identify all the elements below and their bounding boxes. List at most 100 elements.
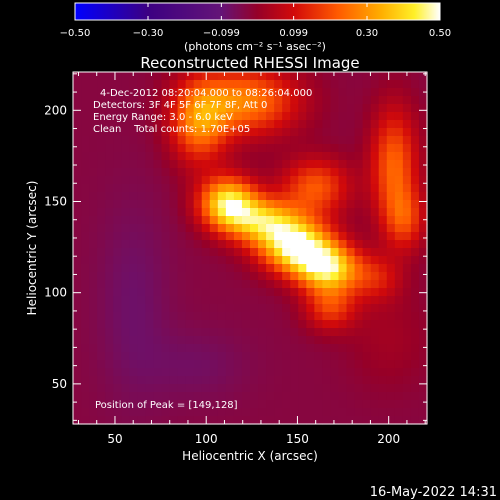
heatmap-cell bbox=[201, 184, 211, 193]
heatmap-cell bbox=[73, 264, 82, 273]
heatmap-cell bbox=[105, 240, 114, 249]
heatmap-cell bbox=[89, 80, 98, 89]
heatmap-cell bbox=[402, 248, 412, 257]
heatmap-cell bbox=[169, 368, 179, 377]
heatmap-cell bbox=[225, 208, 235, 217]
heatmap-cell bbox=[129, 232, 138, 241]
heatmap-cell bbox=[129, 376, 138, 385]
heatmap-cell bbox=[73, 160, 82, 169]
heatmap-cell bbox=[81, 192, 90, 201]
heatmap-cell bbox=[209, 248, 219, 257]
heatmap-cell bbox=[346, 280, 356, 289]
heatmap-cell bbox=[201, 312, 211, 321]
heatmap-cell bbox=[209, 168, 219, 177]
heatmap-cell bbox=[161, 336, 171, 345]
heatmap-cell bbox=[129, 96, 138, 105]
heatmap-cell bbox=[418, 128, 428, 137]
heatmap-cell bbox=[233, 112, 243, 121]
heatmap-cell bbox=[209, 352, 219, 361]
peak-position-label: Position of Peak = [149,128] bbox=[95, 400, 238, 411]
heatmap-cell bbox=[129, 136, 138, 145]
heatmap-cell bbox=[185, 200, 195, 209]
heatmap-cell bbox=[225, 296, 235, 305]
heatmap-cell bbox=[410, 128, 420, 137]
heatmap-cell bbox=[193, 128, 203, 137]
heatmap-cell bbox=[81, 312, 90, 321]
heatmap-cell bbox=[322, 280, 332, 289]
heatmap-cell bbox=[105, 328, 114, 337]
heatmap-cell bbox=[314, 400, 324, 409]
heatmap-cell bbox=[201, 400, 211, 409]
heatmap-cell bbox=[314, 288, 324, 297]
heatmap-cell bbox=[322, 216, 332, 225]
heatmap-cell bbox=[185, 344, 195, 353]
heatmap-cell bbox=[121, 280, 130, 289]
heatmap-cell bbox=[241, 320, 251, 329]
heatmap-cell bbox=[330, 160, 340, 169]
heatmap-cell bbox=[250, 328, 259, 337]
heatmap-cell bbox=[418, 304, 428, 313]
heatmap-cell bbox=[217, 280, 227, 289]
heatmap-cell bbox=[169, 136, 179, 145]
heatmap-cell bbox=[137, 272, 147, 281]
heatmap-cell bbox=[73, 184, 82, 193]
heatmap-cell bbox=[73, 192, 82, 201]
heatmap-cell bbox=[378, 144, 388, 153]
heatmap-cell bbox=[274, 176, 283, 185]
heatmap-cell bbox=[258, 136, 267, 145]
heatmap-cell bbox=[354, 152, 364, 161]
heatmap-cell bbox=[193, 360, 203, 369]
heatmap-cell bbox=[402, 104, 412, 113]
heatmap-cell bbox=[298, 408, 307, 417]
heatmap-cell bbox=[314, 136, 324, 145]
heatmap-cell bbox=[225, 160, 235, 169]
heatmap-cell bbox=[258, 232, 267, 241]
heatmap-cell bbox=[241, 104, 251, 113]
heatmap-cell bbox=[137, 376, 147, 385]
heatmap-cell bbox=[314, 96, 324, 105]
heatmap-cell bbox=[362, 352, 372, 361]
heatmap-cell bbox=[233, 256, 243, 265]
heatmap-cell bbox=[169, 168, 179, 177]
heatmap-cell bbox=[153, 120, 163, 129]
heatmap-cell bbox=[225, 136, 235, 145]
heatmap-cell bbox=[169, 216, 179, 225]
heatmap-cell bbox=[362, 392, 372, 401]
heatmap-cell bbox=[274, 312, 283, 321]
heatmap-cell bbox=[410, 72, 420, 81]
heatmap-cell bbox=[169, 200, 179, 209]
heatmap-cell bbox=[250, 160, 259, 169]
heatmap-cell bbox=[378, 120, 388, 129]
heatmap-cell bbox=[314, 384, 324, 393]
heatmap-cell bbox=[161, 88, 171, 97]
heatmap-cell bbox=[282, 184, 291, 193]
heatmap-cell bbox=[129, 248, 138, 257]
heatmap-cell bbox=[314, 312, 324, 321]
heatmap-cell bbox=[330, 248, 340, 257]
heatmap-cell bbox=[177, 320, 187, 329]
heatmap-cell bbox=[217, 184, 227, 193]
heatmap-cell bbox=[177, 112, 187, 121]
heatmap-cell bbox=[121, 96, 130, 105]
heatmap-cell bbox=[153, 184, 163, 193]
heatmap-cell bbox=[338, 128, 348, 137]
heatmap-cell bbox=[225, 376, 235, 385]
heatmap-cell bbox=[418, 376, 428, 385]
heatmap-cell bbox=[250, 376, 259, 385]
heatmap-cell bbox=[241, 152, 251, 161]
heatmap-cell bbox=[73, 296, 82, 305]
heatmap-cell bbox=[314, 88, 324, 97]
heatmap-cell bbox=[314, 192, 324, 201]
heatmap-cell bbox=[161, 80, 171, 89]
heatmap-cell bbox=[266, 88, 275, 97]
heatmap-cell bbox=[330, 120, 340, 129]
heatmap-cell bbox=[394, 232, 404, 241]
heatmap-cell bbox=[161, 200, 171, 209]
heatmap-cell bbox=[266, 368, 275, 377]
heatmap-cell bbox=[394, 240, 404, 249]
heatmap-cell bbox=[153, 376, 163, 385]
heatmap-cell bbox=[354, 72, 364, 81]
heatmap-cell bbox=[394, 320, 404, 329]
heatmap-cell bbox=[378, 288, 388, 297]
heatmap-cell bbox=[225, 280, 235, 289]
